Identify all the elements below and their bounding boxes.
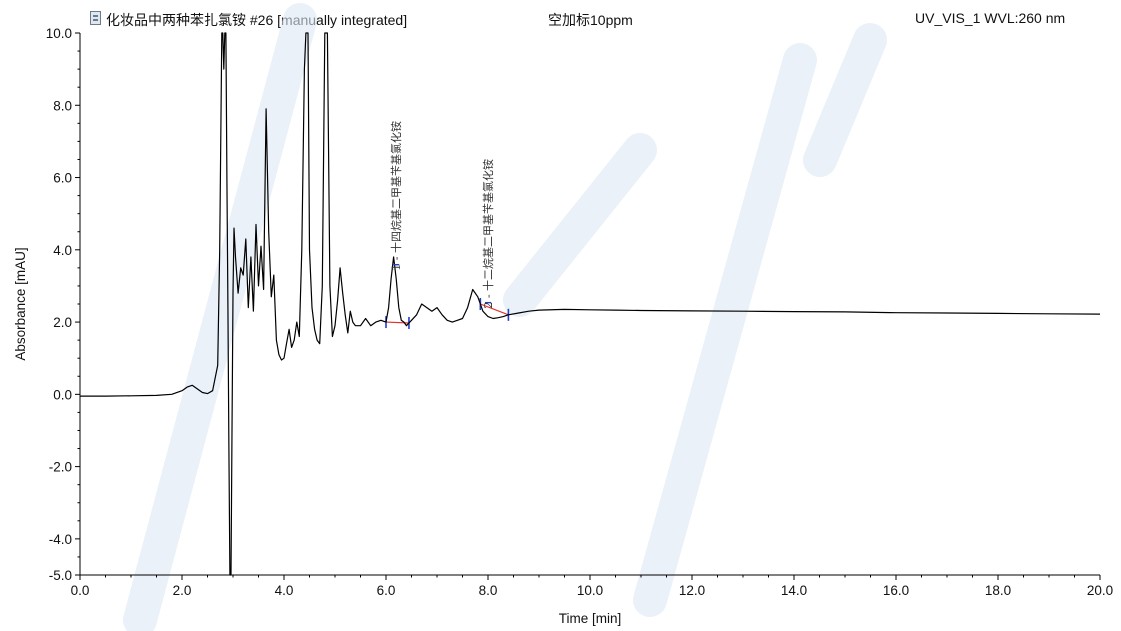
- sample-name: 空加标10ppm: [548, 12, 633, 28]
- chromatogram-trace: [80, 32, 1101, 576]
- watermark-stroke: [503, 133, 657, 317]
- document-icon: [90, 11, 101, 25]
- integration-baseline: [480, 303, 509, 316]
- y-tick-label: -4.0: [49, 532, 72, 547]
- x-tick-label: 0.0: [71, 583, 90, 598]
- integration-baseline: [385, 321, 409, 324]
- watermark-stroke: [123, 3, 317, 631]
- y-tick-label: -5.0: [49, 568, 72, 583]
- y-tick-label: 6.0: [53, 171, 72, 186]
- x-tick-label: 12.0: [679, 583, 705, 598]
- peak-label: 2 - 十二烷基二甲基苄基氯化铵: [481, 159, 495, 309]
- peak-label: 1 - 十四烷基二甲基苄基氯化铵: [389, 121, 403, 271]
- channel-label: UV_VIS_1 WVL:260 nm: [915, 10, 1066, 26]
- x-axis-label: Time [min]: [559, 611, 622, 626]
- y-tick-label: 10.0: [46, 26, 72, 41]
- peak-labels: 1 - 十四烷基二甲基苄基氯化铵 2 - 十二烷基二甲基苄基氯化铵: [389, 121, 495, 309]
- x-tick-label: 2.0: [173, 583, 192, 598]
- x-tick-label: 18.0: [985, 583, 1011, 598]
- x-tick-label: 20.0: [1087, 583, 1113, 598]
- x-tick-label: 14.0: [781, 583, 807, 598]
- watermark: [123, 3, 887, 631]
- y-axis-label: Absorbance [mAU]: [13, 247, 28, 360]
- y-tick-label: -2.0: [49, 460, 72, 475]
- y-tick-label: 0.0: [53, 387, 72, 402]
- watermark-stroke: [803, 23, 887, 177]
- y-tick-label: 4.0: [53, 243, 72, 258]
- y-tick-label: 8.0: [53, 98, 72, 113]
- x-tick-label: 4.0: [275, 583, 294, 598]
- y-tick-label: 2.0: [53, 315, 72, 330]
- x-tick-label: 10.0: [577, 583, 603, 598]
- x-tick-label: 16.0: [883, 583, 909, 598]
- ticks: 0.0 2.0 4.0 6.0 8.0 10.0 12.0 14.0 16.0 18.0 20.0 1…: [46, 26, 1113, 598]
- x-tick-label: 8.0: [479, 583, 498, 598]
- chart-title: 化妆品中两种苯扎氯铵 #26 [manually integrated]: [106, 12, 408, 28]
- x-tick-label: 6.0: [377, 583, 396, 598]
- watermark-stroke: [633, 43, 817, 617]
